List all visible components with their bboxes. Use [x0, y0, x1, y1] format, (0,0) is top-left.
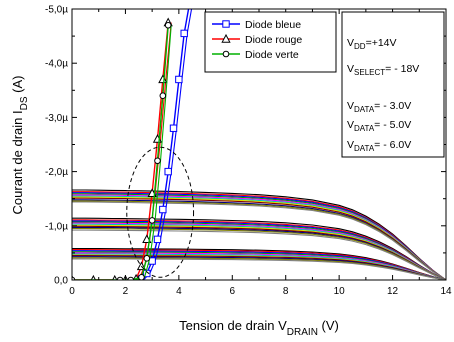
- y-tick-label: -1,0µ: [45, 221, 68, 232]
- highlight-ellipse: [126, 146, 195, 278]
- legend: Diode bleue Diode rouge Diode verte: [204, 11, 337, 73]
- x-tick-label: 8: [283, 286, 289, 297]
- diode-marker-0-4: [159, 205, 167, 214]
- x-tick-label: 14: [440, 286, 452, 297]
- annotation-text: VDATA= - 5.0V: [347, 119, 411, 133]
- legend-marker: [222, 20, 230, 28]
- annotation-text: VDD=+14V: [347, 37, 397, 51]
- tft-curve-1-10: [72, 229, 446, 280]
- x-tick-label: 12: [387, 286, 399, 297]
- y-axis-label: Courant de drain IDS (A): [10, 76, 30, 215]
- y-tick-label: 0,0: [54, 276, 68, 287]
- diode-curves-layer: [72, 9, 193, 280]
- y-tick-label: -5,0µ: [45, 5, 68, 16]
- tft-curve-0-10: [72, 201, 446, 280]
- x-tick-label: 10: [334, 286, 346, 297]
- diode-marker-0-8: [180, 29, 188, 38]
- highlight-ellipse-layer: [126, 146, 195, 278]
- x-tick-label: 0: [69, 286, 75, 297]
- x-tick-label: 2: [123, 286, 129, 297]
- tft-curve-0-7: [72, 197, 446, 280]
- tft-curves-layer: [72, 189, 446, 280]
- annotation-text: VDATA= - 6.0V: [347, 139, 411, 153]
- axis-labels: Tension de drain VDRAIN (V) Courant de dr…: [10, 76, 339, 338]
- diode-marker-0-5: [164, 167, 172, 176]
- diode-line-b-0: [144, 9, 193, 280]
- tft-curve-1-0: [72, 217, 446, 280]
- diode-marker-2-7: [159, 92, 167, 100]
- tft-curve-1-9: [72, 227, 446, 280]
- legend-label: Diode bleue: [245, 19, 301, 31]
- diode-marker-2-0: [72, 276, 76, 280]
- diode-line-0: [141, 9, 190, 280]
- diode-marker-2-5: [148, 217, 156, 224]
- diode-marker-2-2: [127, 276, 135, 280]
- y-tick-label: -4,0µ: [45, 59, 68, 70]
- tft-curve-2-10: [72, 258, 446, 280]
- x-tick-label: 4: [176, 286, 182, 297]
- diode-line-1: [72, 22, 169, 280]
- axes-layer: 0 2 4 6 8 10 12 14 0,0 -1,0µ -2,0µ -3,0µ -4,0µ -5,0µ: [45, 5, 452, 298]
- diode-marker-2-6: [154, 157, 161, 165]
- diode-marker-2-8: [164, 21, 172, 29]
- diode-marker-2-4: [143, 255, 151, 262]
- annotation-frame: [341, 11, 445, 158]
- diode-marker-0-6: [169, 124, 178, 132]
- diode-marker-2-3: [138, 273, 145, 280]
- diode-marker-0-7: [175, 75, 183, 84]
- y-tick-label: -2,0µ: [45, 167, 68, 178]
- diode-marker-2-1: [116, 276, 124, 280]
- legend-marker: [221, 33, 231, 43]
- annotation-text: VSELECT= - 18V: [347, 63, 419, 77]
- diode-marker-0-3: [153, 235, 162, 244]
- legend-label: Diode verte: [245, 49, 299, 61]
- x-axis-label: Tension de drain VDRAIN (V): [179, 318, 339, 338]
- diode-line-2: [72, 25, 169, 280]
- legend-marker: [222, 50, 230, 58]
- annotation-text: VDATA= - 3.0V: [347, 100, 411, 114]
- x-tick-label: 6: [230, 286, 236, 297]
- y-tick-label: -3,0µ: [45, 113, 68, 124]
- legend-label: Diode rouge: [245, 34, 302, 46]
- annotation-box: VDD=+14V VSELECT= - 18V VDATA= - 3.0V VDATA…: [341, 11, 445, 158]
